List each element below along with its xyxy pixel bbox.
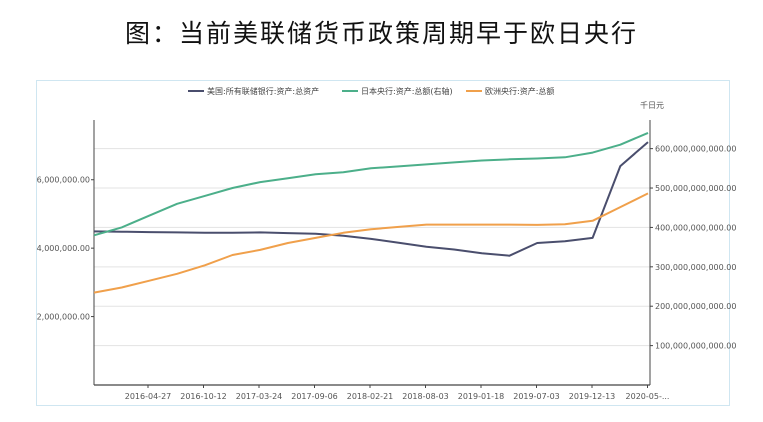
series-line-1 xyxy=(93,131,649,237)
x-tick-label: 2018-02-21 xyxy=(347,392,394,401)
x-tick-label: 2016-10-12 xyxy=(180,392,227,401)
series-lines xyxy=(93,131,649,294)
series-line-2 xyxy=(93,192,649,294)
x-tick-label: 2016-04-27 xyxy=(125,392,172,401)
x-tick-label: 2019-12-13 xyxy=(569,392,616,401)
y-left-tick-label: 4,000,000.00 xyxy=(37,244,90,253)
y-right-tick-label: 300,000,000,000.00 xyxy=(655,263,736,272)
y-right-tick-label: 100,000,000,000.00 xyxy=(655,342,736,351)
chart-frame xyxy=(36,80,730,406)
x-tick-label: 2020-05-... xyxy=(626,392,670,401)
x-tick-label: 2019-01-18 xyxy=(458,392,505,401)
y-right-tick-label: 400,000,000,000.00 xyxy=(655,223,736,232)
x-tick-label: 2017-09-06 xyxy=(291,392,338,401)
y-right-tick-label: 500,000,000,000.00 xyxy=(655,184,736,193)
page-title: 图：当前美联储货币政策周期早于欧日央行 xyxy=(124,19,638,48)
right-axis-unit: 千日元 xyxy=(640,100,664,110)
gridlines xyxy=(94,148,650,347)
y-right-tick-label: 600,000,000,000.00 xyxy=(655,145,736,154)
x-tick-label: 2018-08-03 xyxy=(402,392,449,401)
y-left-tick-label: 6,000,000.00 xyxy=(37,176,90,185)
x-tick-label: 2019-07-03 xyxy=(513,392,560,401)
axes xyxy=(91,120,653,388)
x-tick-label: 2017-03-24 xyxy=(236,392,283,401)
y-left-tick-label: 2,000,000.00 xyxy=(37,313,90,322)
legend: 美国:所有联储银行:资产:总资产 日本央行:资产:总额(右轴) 欧洲央行:资产:总额 xyxy=(188,86,554,96)
y-right-tick-label: 200,000,000,000.00 xyxy=(655,302,736,311)
series-line-0 xyxy=(93,141,649,257)
legend-label: 美国:所有联储银行:资产:总资产 xyxy=(207,86,319,96)
legend-label: 日本央行:资产:总额(右轴) xyxy=(361,86,453,96)
legend-label: 欧洲央行:资产:总额 xyxy=(485,86,554,96)
tick-labels: 2,000,000.00 4,000,000.00 6,000,000.00 100,… xyxy=(37,145,737,401)
